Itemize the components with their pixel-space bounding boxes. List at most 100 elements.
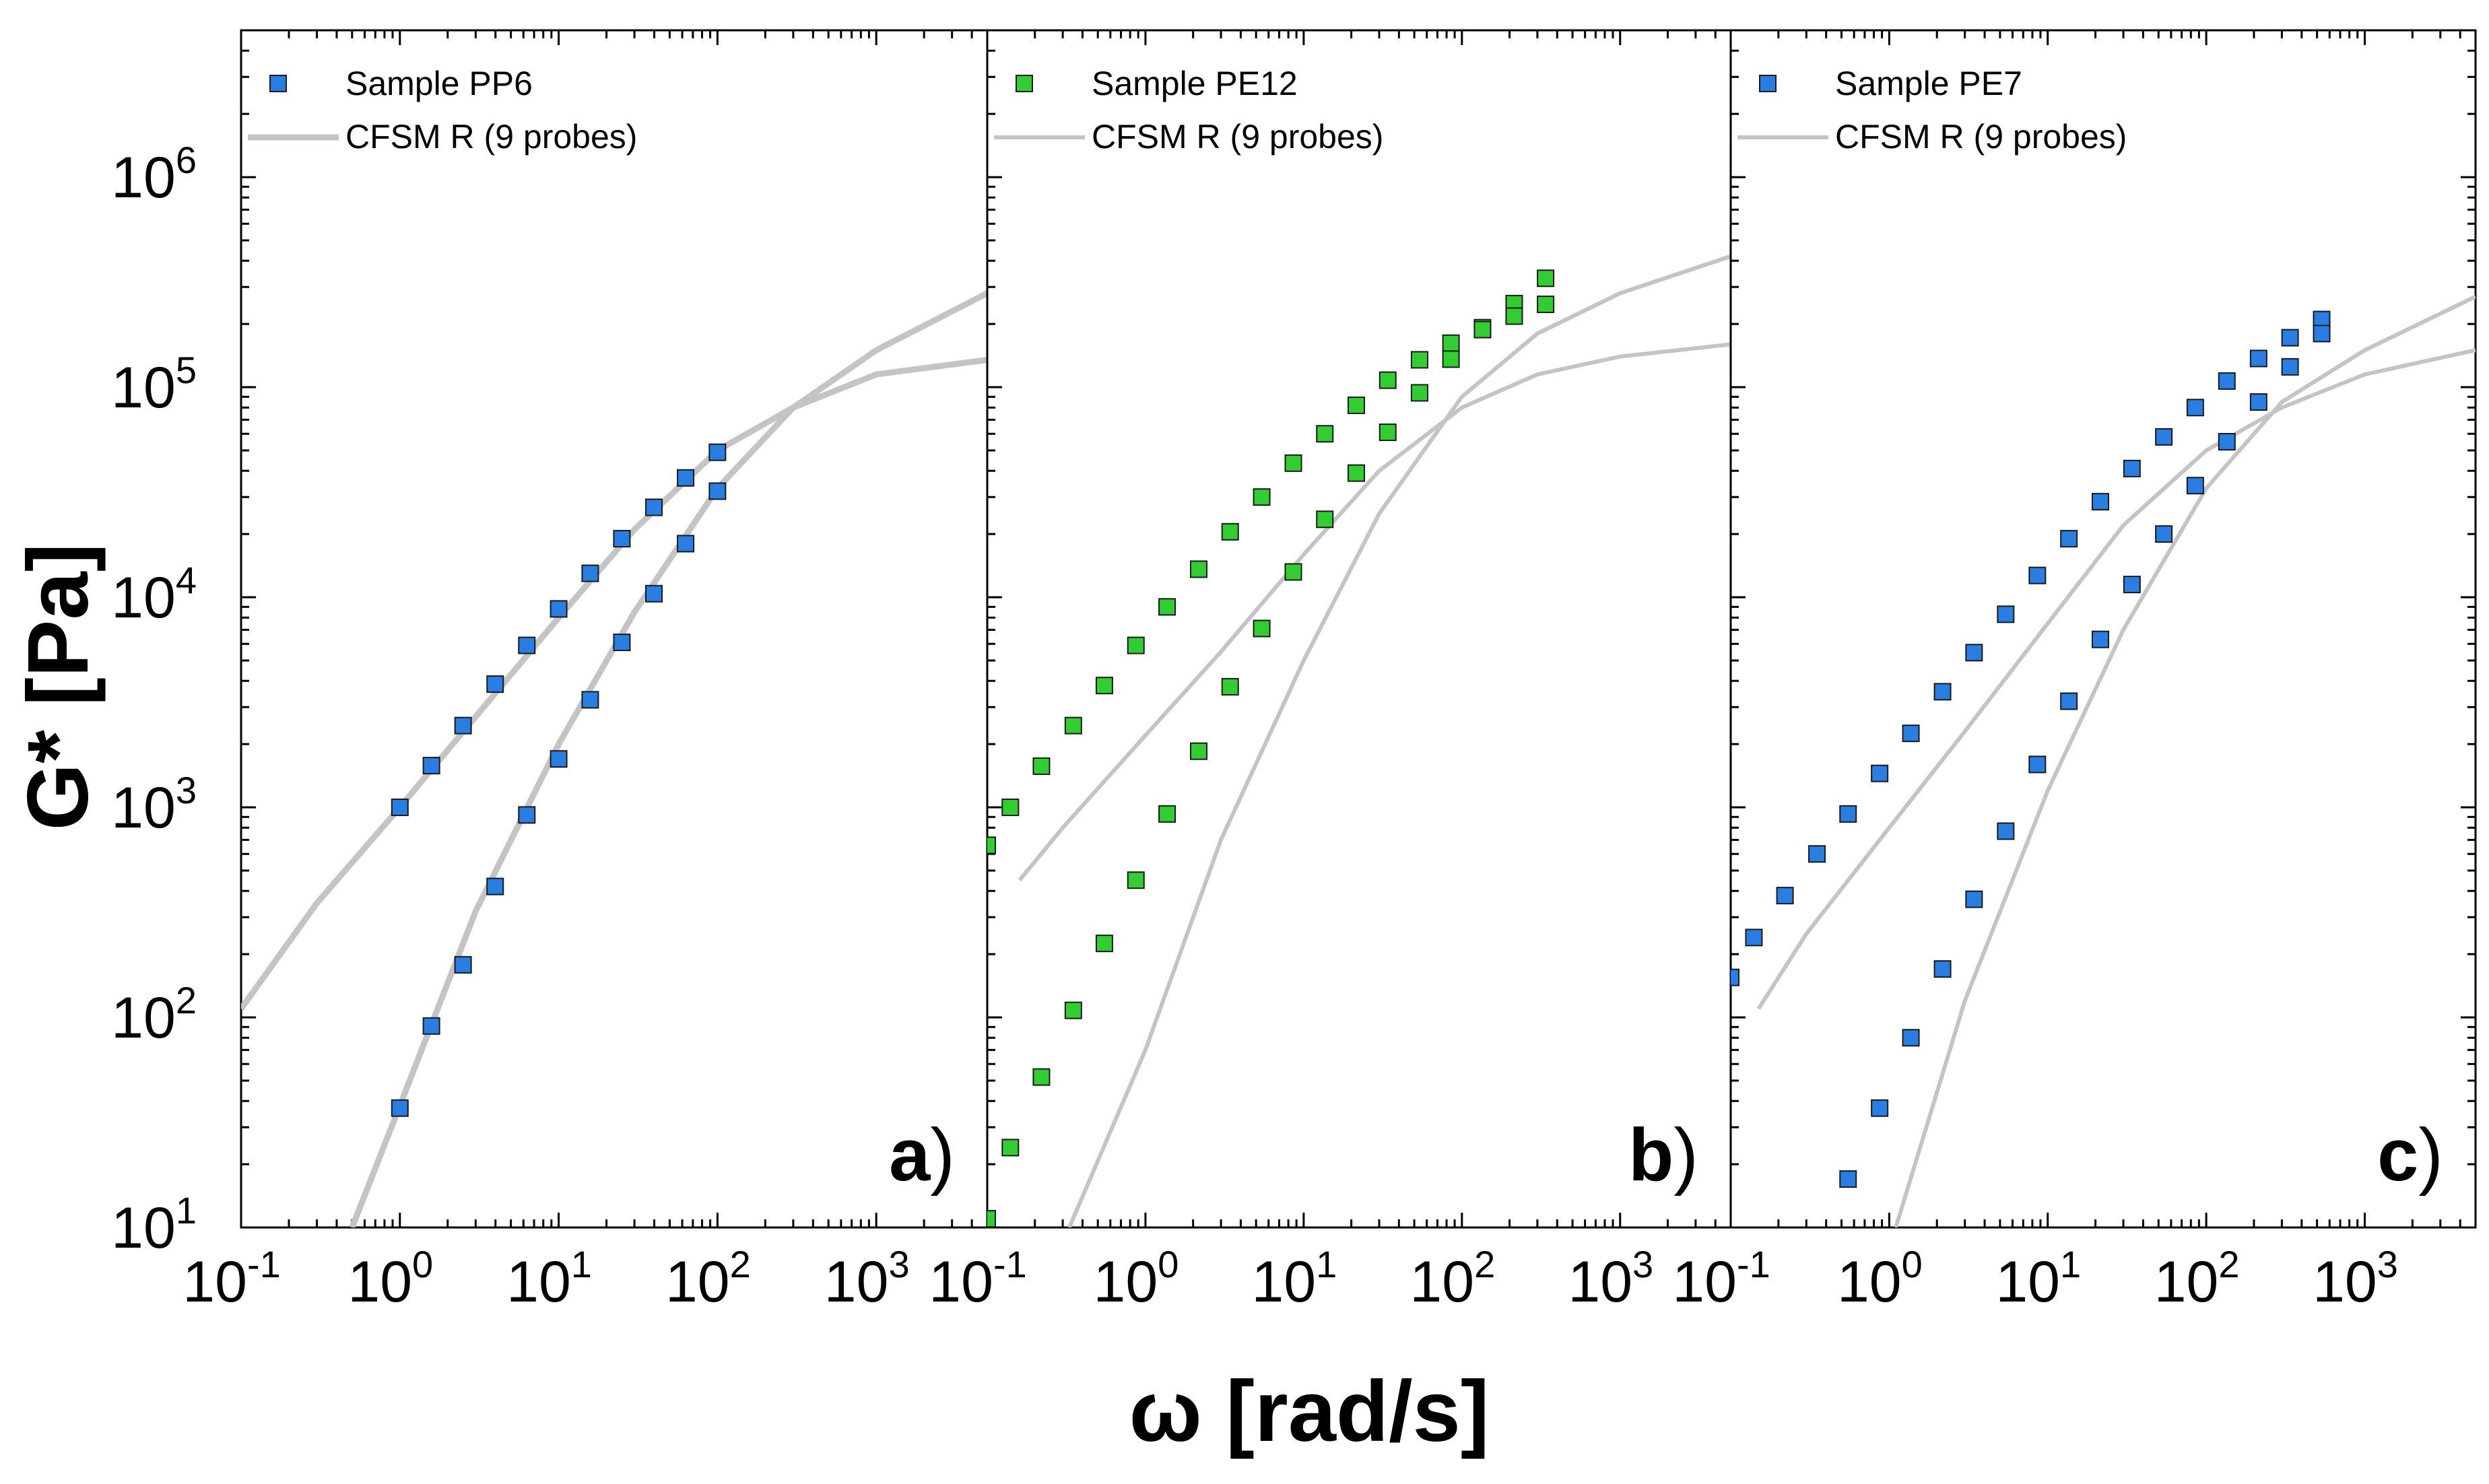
data-point: [1032, 757, 1051, 775]
data-point: [1253, 488, 1271, 506]
data-point: [1095, 935, 1113, 953]
data-point: [2281, 329, 2299, 347]
data-point: [1347, 396, 1365, 414]
data-point: [2155, 525, 2173, 543]
x-tick-label: 10-1: [182, 1243, 280, 1314]
x-tick-label: 100: [347, 1243, 433, 1314]
data-point: [2123, 576, 2141, 594]
legend-data-label: Sample PE7: [1835, 65, 2022, 102]
x-tick-label: 101: [1251, 1243, 1337, 1314]
y-tick-label: 102: [111, 979, 197, 1050]
legend-model-label: CFSM R (9 probes): [1835, 118, 2127, 156]
data-point: [1902, 1029, 1920, 1047]
data-point: [1158, 598, 1176, 616]
panel-b: 10-1 100 101 102 103 Sample PE12 CFSM R (9 pro…: [929, 29, 1732, 1314]
data-point: [1731, 968, 1739, 986]
data-point: [1284, 454, 1302, 472]
data-point: [1095, 677, 1113, 695]
legend-marker: [269, 75, 287, 92]
x-tick-label: 100: [1837, 1243, 1923, 1314]
data-point: [2249, 349, 2267, 368]
legend-data-label: Sample PP6: [345, 65, 533, 102]
data-point: [2186, 399, 2204, 417]
data-point: [708, 482, 727, 500]
data-point: [1410, 351, 1428, 369]
data-point: [1933, 683, 1952, 701]
panel-data: [987, 254, 1731, 1227]
data-point: [677, 535, 695, 553]
data-point: [2060, 692, 2078, 710]
legend-marker: [1016, 75, 1033, 92]
data-point: [1808, 845, 1826, 863]
data-point: [2218, 433, 2236, 451]
data-point: [518, 806, 536, 824]
data-point: [2091, 493, 2109, 511]
data-point: [1902, 724, 1920, 743]
y-tick-label: 101: [111, 1189, 197, 1260]
data-point: [1997, 822, 2015, 840]
data-point: [1839, 1170, 1857, 1188]
data-point: [708, 443, 727, 461]
data-point: [1189, 560, 1207, 578]
data-point: [2281, 358, 2299, 376]
data-point: [1064, 1001, 1082, 1019]
data-point: [391, 1099, 409, 1117]
data-point: [1776, 887, 1794, 905]
x-tick-label: 101: [1995, 1243, 2081, 1314]
x-tick-label: 103: [1568, 1243, 1653, 1314]
model-curve-lower: [1894, 294, 2476, 1227]
data-point: [1284, 563, 1302, 581]
data-point: [677, 469, 695, 487]
data-point: [1537, 295, 1555, 313]
data-point: [1745, 929, 1763, 947]
data-point: [391, 799, 409, 817]
model-curve-lower: [1067, 254, 1731, 1227]
data-point: [1001, 799, 1020, 817]
data-point: [1316, 425, 1334, 443]
data-point: [2028, 566, 2047, 584]
legend-model-label: CFSM R (9 probes): [345, 118, 637, 156]
data-point: [1505, 307, 1523, 325]
data-point: [1871, 764, 1889, 782]
data-point: [613, 530, 631, 548]
x-tick-label: 102: [1409, 1243, 1495, 1314]
panel-tag: a): [889, 1114, 955, 1196]
model-curve-upper: [1018, 342, 1731, 882]
data-point: [2155, 428, 2173, 446]
panel-frame: [240, 29, 989, 1229]
data-point: [581, 564, 599, 582]
y-tick-label: 103: [111, 769, 197, 840]
data-point: [2186, 477, 2204, 495]
x-tick-label: 102: [2154, 1243, 2240, 1314]
x-tick-label: 103: [824, 1243, 910, 1314]
data-point: [2249, 393, 2267, 411]
data-point: [1253, 619, 1271, 638]
model-curve-lower: [349, 290, 987, 1227]
data-point: [422, 1017, 440, 1035]
data-point: [2060, 530, 2078, 548]
data-point: [550, 600, 568, 618]
legend-marker: [1759, 75, 1777, 92]
panel-tag: b): [1628, 1114, 1698, 1196]
data-point: [1064, 716, 1082, 735]
y-tick-label: 104: [111, 559, 197, 630]
data-point: [1189, 742, 1207, 760]
data-point: [1221, 522, 1239, 541]
y-tick-label: 105: [111, 349, 197, 420]
data-point: [1839, 805, 1857, 823]
data-point: [987, 836, 996, 854]
panel-tag: c): [2377, 1114, 2443, 1196]
data-point: [486, 877, 504, 896]
x-tick-label: 100: [1094, 1243, 1179, 1314]
model-curve-upper: [241, 356, 987, 1011]
data-point: [550, 750, 568, 768]
data-point: [1965, 644, 1983, 662]
data-point: [2091, 630, 2109, 648]
data-point: [1316, 510, 1334, 529]
data-point: [1127, 636, 1145, 654]
data-point: [2313, 325, 2331, 343]
x-tick-label: 10-1: [929, 1243, 1026, 1314]
legend-model-label: CFSM R (9 probes): [1092, 118, 1383, 156]
data-point: [1410, 384, 1428, 402]
